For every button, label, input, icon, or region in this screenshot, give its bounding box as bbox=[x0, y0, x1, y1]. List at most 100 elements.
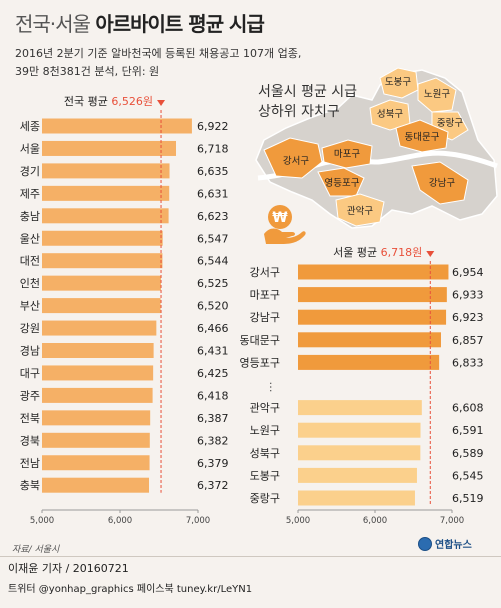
category-label: 대구 bbox=[20, 367, 40, 380]
value-label: 6,544 bbox=[197, 255, 229, 268]
category-label: 강남구 bbox=[250, 311, 280, 324]
district-yeongdeungpo bbox=[317, 167, 365, 197]
x-tick-label: 7,000 bbox=[186, 516, 210, 526]
bar-national bbox=[42, 118, 192, 134]
subtitle: 2016년 2분기 기준 알바천국에 등록된 채용공고 107개 업종, 39만… bbox=[15, 47, 302, 78]
category-label: 영등포구 bbox=[240, 356, 280, 369]
category-label: 관악구 bbox=[250, 402, 280, 415]
category-label: 도봉구 bbox=[250, 469, 280, 482]
value-label: 6,718 bbox=[197, 142, 229, 155]
yonhap-logo-text: 연합뉴스 bbox=[435, 540, 472, 551]
bar-seoul bbox=[298, 264, 449, 280]
source: 자료/ 서울시 bbox=[12, 545, 60, 555]
x-tick-label: 6,000 bbox=[363, 516, 387, 526]
bar-national bbox=[42, 343, 154, 358]
map-label-gangseo: 강서구 bbox=[283, 156, 309, 167]
category-label: 중랑구 bbox=[250, 492, 280, 505]
value-label: 6,379 bbox=[197, 457, 229, 470]
bar-national bbox=[42, 320, 157, 336]
category-label: 강원 bbox=[20, 322, 40, 335]
x-tick-label: 5,000 bbox=[286, 516, 310, 526]
bar-national bbox=[42, 410, 151, 426]
district-nowon bbox=[417, 77, 457, 113]
ellipsis-marker: … bbox=[267, 382, 280, 393]
svg-text:₩: ₩ bbox=[272, 210, 288, 226]
category-label: 제주 bbox=[20, 187, 40, 200]
category-label: 전남 bbox=[20, 457, 40, 470]
category-label: 마포구 bbox=[250, 289, 280, 302]
map-label-dobong: 도봉구 bbox=[385, 77, 411, 88]
value-label: 6,608 bbox=[452, 402, 484, 415]
value-label: 6,425 bbox=[197, 367, 229, 380]
map-label-gangnam: 강남구 bbox=[429, 178, 455, 189]
chart-national: 세종 6,922 서울 6,718 경기 6,635 제주 6,631 충남 6,623 울산 6,5… bbox=[20, 95, 229, 526]
won-hand-icon: ₩ bbox=[264, 205, 306, 244]
value-label: 6,922 bbox=[197, 120, 229, 133]
value-label: 6,954 bbox=[452, 266, 484, 279]
bar-seoul bbox=[298, 422, 421, 438]
bar-national bbox=[42, 387, 153, 403]
value-label: 6,623 bbox=[197, 210, 229, 223]
category-label: 충북 bbox=[20, 479, 40, 492]
bar-national bbox=[42, 208, 169, 224]
value-label: 6,545 bbox=[452, 469, 484, 482]
value-label: 6,591 bbox=[452, 424, 484, 437]
category-label: 동대문구 bbox=[240, 334, 280, 347]
value-label: 6,857 bbox=[452, 334, 484, 347]
yonhap-logo: 연합뉴스 bbox=[418, 536, 472, 551]
bar-national bbox=[42, 253, 163, 269]
average-label: 전국 평균 6,526원 bbox=[64, 95, 153, 108]
bar-national bbox=[42, 275, 161, 291]
category-label: 경남 bbox=[20, 345, 40, 358]
map-label-yeongdeungpo: 영등포구 bbox=[325, 178, 360, 189]
district-gwanak bbox=[335, 193, 385, 227]
value-label: 6,466 bbox=[197, 322, 229, 335]
bar-seoul bbox=[298, 445, 421, 461]
category-label: 경북 bbox=[20, 434, 40, 447]
bar-national bbox=[42, 477, 150, 493]
footer-twitter: 트위터 @yonhap_graphics 페이스북 tuney.kr/LeYN1 bbox=[8, 584, 253, 595]
value-label: 6,382 bbox=[197, 434, 229, 447]
average-marker-icon bbox=[426, 251, 435, 257]
category-label: 부산 bbox=[20, 300, 40, 313]
map-label-gwanak: 관악구 bbox=[347, 205, 373, 217]
value-label: 6,923 bbox=[452, 311, 484, 324]
value-label: 6,372 bbox=[197, 479, 229, 492]
footer-divider bbox=[0, 556, 501, 557]
district-mapo bbox=[321, 139, 373, 169]
district-gangnam bbox=[411, 161, 469, 205]
category-label: 성북구 bbox=[250, 447, 280, 460]
bar-national bbox=[42, 455, 150, 471]
category-label: 울산 bbox=[20, 232, 40, 245]
value-label: 6,387 bbox=[197, 412, 229, 425]
value-label: 6,519 bbox=[452, 492, 484, 505]
x-tick-label: 5,000 bbox=[30, 516, 54, 526]
bar-national bbox=[42, 163, 170, 179]
district-gangseo bbox=[263, 137, 323, 179]
category-label: 서울 bbox=[20, 142, 40, 155]
value-label: 6,520 bbox=[197, 300, 229, 313]
footer-author: 이재윤 기자 / 20160721 bbox=[8, 562, 129, 575]
category-label: 경기 bbox=[20, 165, 40, 178]
chart-seoul: … 강서구 6,954 마포구 6,933 강남구 6,923 동대문구 6,857 영등포구 6,… bbox=[240, 246, 484, 526]
bar-seoul bbox=[298, 287, 447, 303]
bar-seoul bbox=[298, 354, 440, 370]
map-title: 서울시 평균 시급 상하위 자치구 bbox=[258, 84, 358, 120]
bar-national bbox=[42, 140, 177, 156]
category-label: 인천 bbox=[20, 276, 40, 290]
category-label: 광주 bbox=[20, 389, 40, 402]
map-label-dongdaemun: 동대문구 bbox=[405, 132, 440, 143]
average-label: 서울 평균 6,718원 bbox=[333, 246, 422, 259]
value-label: 6,635 bbox=[197, 165, 229, 178]
category-label: 대전 bbox=[20, 255, 40, 268]
bar-national bbox=[42, 230, 163, 246]
value-label: 6,431 bbox=[197, 345, 229, 358]
map-label-nowon: 노원구 bbox=[424, 89, 450, 100]
bar-seoul bbox=[298, 332, 441, 348]
district-dongdaemun bbox=[395, 119, 449, 153]
x-tick-label: 6,000 bbox=[108, 516, 132, 526]
map-label-mapo: 마포구 bbox=[334, 149, 360, 160]
